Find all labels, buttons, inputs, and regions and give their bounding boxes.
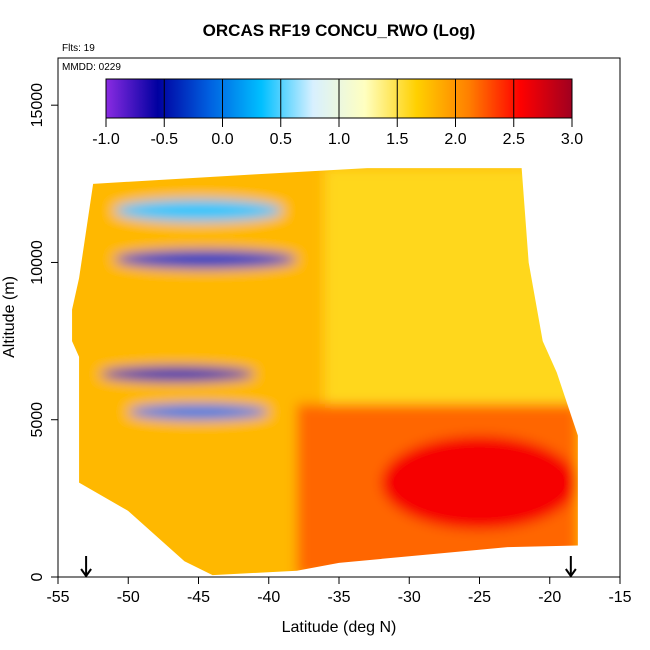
x-tick-label: -35 bbox=[327, 589, 350, 606]
data-coverage bbox=[72, 168, 578, 576]
colorbar-tick-label: 2.0 bbox=[444, 131, 466, 148]
colorbar-tick-label: 1.5 bbox=[386, 131, 408, 148]
colorbar-tick-label: 0.0 bbox=[211, 131, 233, 148]
data-feature bbox=[114, 249, 297, 269]
markers bbox=[80, 556, 577, 578]
arrow-marker-head bbox=[565, 568, 577, 578]
colorbar-tick-label: 0.5 bbox=[270, 131, 292, 148]
colorbar-tick-label: 2.5 bbox=[503, 131, 525, 148]
date-annotation: MMDD: 0229 bbox=[62, 62, 121, 73]
colorbar-tick-label: -0.5 bbox=[150, 131, 178, 148]
y-tick-label: 15000 bbox=[29, 83, 46, 128]
x-tick-label: -45 bbox=[187, 589, 210, 606]
colorbar-tick-label: 1.0 bbox=[328, 131, 350, 148]
colorbar-tick-label: -1.0 bbox=[92, 131, 120, 148]
chart-title: ORCAS RF19 CONCU_RWO (Log) bbox=[203, 21, 476, 40]
data-blend bbox=[72, 168, 578, 576]
x-tick-label: -30 bbox=[398, 589, 421, 606]
y-tick-label: 10000 bbox=[29, 240, 46, 285]
flights-annotation: Flts: 19 bbox=[62, 43, 95, 54]
data-field bbox=[72, 168, 578, 576]
data-feature bbox=[128, 404, 269, 420]
x-tick-label: -50 bbox=[117, 589, 140, 606]
x-tick-label: -55 bbox=[46, 589, 69, 606]
arrow-marker-head bbox=[80, 568, 92, 578]
x-tick-label: -20 bbox=[538, 589, 561, 606]
colorbar: -1.0 -0.5 0.0 0.5 1.0 1.5 2.0 2.5 3.0 bbox=[92, 78, 583, 148]
x-axis: -55 -50 -45 -40 -35 -30 -25 -20 -15 bbox=[46, 576, 632, 606]
data-feature bbox=[100, 366, 255, 382]
data-feature bbox=[114, 199, 283, 222]
y-tick-label: 0 bbox=[29, 572, 46, 581]
x-axis-label: Latitude (deg N) bbox=[282, 619, 397, 636]
y-tick-label: 5000 bbox=[29, 402, 46, 438]
colorbar-tick-label: 3.0 bbox=[561, 131, 583, 148]
y-axis: 0 5000 10000 15000 bbox=[29, 83, 58, 581]
x-tick-label: -15 bbox=[608, 589, 631, 606]
y-axis-label: Altitude (m) bbox=[1, 276, 18, 358]
x-tick-label: -40 bbox=[257, 589, 280, 606]
x-tick-label: -25 bbox=[468, 589, 491, 606]
data-feature bbox=[381, 435, 578, 530]
